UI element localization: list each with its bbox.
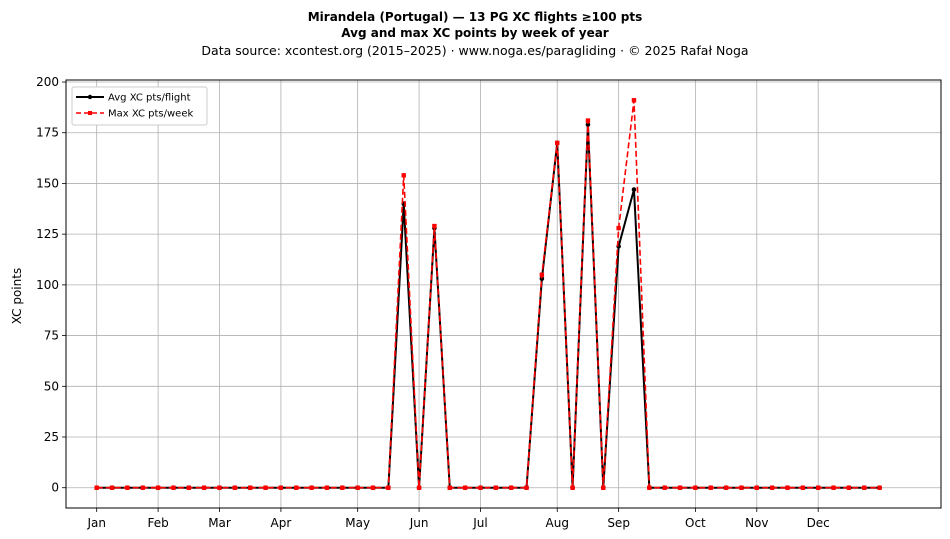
max-point [294,485,299,490]
x-tick-label: Oct [685,516,706,530]
y-axis-ticks: 0 25 50 75 100 125 150 175 200 [36,75,66,495]
legend-max-label: Max XC pts/week [108,109,193,120]
max-point [355,485,360,490]
y-tick-label: 25 [44,430,59,444]
x-tick-label: Jun [409,516,429,530]
max-point [585,118,591,123]
max-point [601,485,606,490]
legend-box [71,86,208,126]
y-tick-label: 200 [36,75,59,89]
max-point [739,485,744,490]
x-tick-label: Sep [607,516,630,530]
max-point [232,485,238,490]
max-point [263,485,268,490]
x-tick-label: Dec [807,516,830,530]
max-point [616,225,621,231]
max-point [831,485,836,490]
max-point [94,485,99,490]
max-point [401,173,406,178]
y-tick-label: 175 [36,126,59,140]
max-point [539,272,545,277]
max-point [324,485,330,490]
max-point [708,485,713,490]
y-axis-label: XC points [10,268,24,324]
axes [65,79,942,509]
y-tick-label: 100 [36,278,59,292]
plot-frame [65,79,942,509]
max-point [125,485,130,490]
grid [66,80,941,508]
y-tick-label: 75 [44,329,59,343]
max-point [217,485,222,490]
max-point [800,485,806,490]
max-point [555,140,560,146]
max-point [462,485,468,490]
y-tick-label: 125 [36,227,59,241]
max-point [416,485,422,490]
chart-title-line1: Mirandela (Portugal) — 13 PG XC flights … [308,10,643,24]
max-point [186,485,192,490]
x-tick-label: Jan [86,516,106,530]
y-tick-label: 50 [44,379,59,393]
max-point [785,485,790,490]
legend-avg-label: Avg XC pts/flight [108,93,191,104]
max-point [201,485,207,490]
max-point [677,485,683,490]
chart-subtitle: Data source: xcontest.org (2015–2025) · … [201,43,748,58]
avg-point [539,276,545,282]
max-point [647,485,652,490]
x-tick-label: Aug [546,516,569,530]
max-point [386,485,391,490]
max-point [862,485,867,490]
max-point [570,485,575,490]
max-point [723,485,729,490]
x-tick-label: Apr [271,516,292,530]
max-point [815,485,821,490]
max-point [340,485,345,490]
max-point [309,485,314,490]
legend-avg-marker [87,94,93,100]
max-point [171,485,176,490]
avg-point [631,187,637,192]
series-line-max [96,99,880,489]
max-point [278,485,284,490]
y-tick-label: 0 [51,481,59,495]
max-point [447,485,452,490]
max-point [109,485,115,490]
max-point [432,223,437,229]
avg-point [585,122,591,127]
max-point [524,485,529,490]
x-tick-label: Mar [208,516,231,530]
max-point [754,485,759,490]
max-point [478,485,483,490]
max-point [877,485,882,490]
x-axis-ticks: Jan Feb Mar Apr May Jun Jul Aug Sep Oct Nov Dec [86,508,830,530]
max-point [370,485,376,490]
max-point [769,485,775,490]
x-tick-label: May [345,516,370,530]
max-point [155,485,161,490]
legend: Avg XC pts/flight Max XC pts/week [71,86,208,126]
max-point [662,485,667,490]
chart-title-line2: Avg and max XC points by week of year [341,26,609,40]
plot-series [94,98,882,491]
y-tick-label: 150 [36,176,59,190]
x-tick-label: Nov [745,516,768,530]
x-tick-label: Jul [472,516,487,530]
max-point [631,98,637,103]
max-point [248,485,253,490]
max-point [846,485,852,490]
x-tick-label: Feb [147,516,168,530]
max-point [693,485,698,490]
max-point [493,485,499,490]
legend-max-marker [88,111,92,115]
max-point [508,485,514,490]
max-point [140,485,145,490]
